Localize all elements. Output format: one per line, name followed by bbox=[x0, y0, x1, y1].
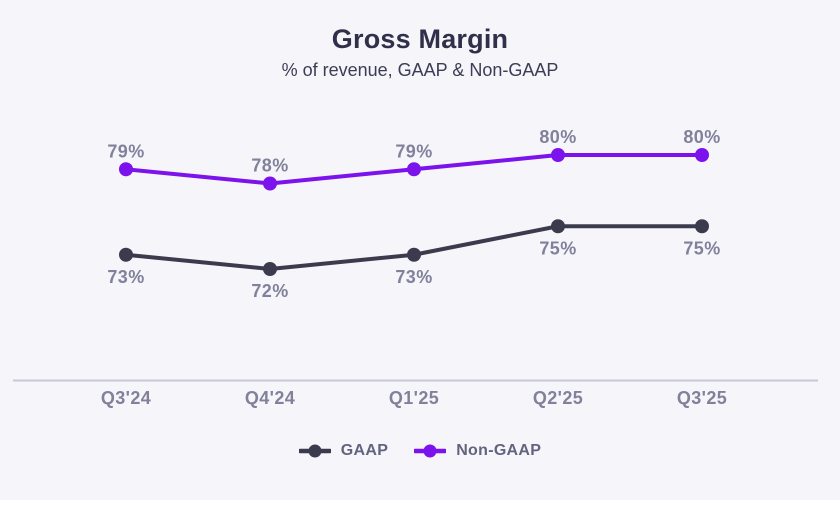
x-axis-label: Q1'25 bbox=[389, 388, 439, 408]
legend-item-non-gaap: Non-GAAP bbox=[414, 442, 541, 460]
x-axis-label: Q2'25 bbox=[533, 388, 583, 408]
data-label-gaap: 73% bbox=[107, 267, 144, 287]
data-label-non-gaap: 79% bbox=[395, 141, 432, 161]
chart-header: Gross Margin % of revenue, GAAP & Non-GA… bbox=[0, 24, 840, 81]
data-label-non-gaap: 78% bbox=[251, 156, 288, 176]
footer-strip bbox=[0, 500, 840, 508]
data-point-gaap bbox=[551, 219, 565, 234]
legend-marker-gaap-icon bbox=[298, 444, 331, 458]
legend-marker-non-gaap-icon bbox=[414, 444, 447, 458]
chart-title: Gross Margin bbox=[331, 24, 509, 54]
data-point-non-gaap bbox=[695, 148, 709, 162]
data-point-non-gaap bbox=[551, 148, 565, 162]
x-axis-label: Q3'24 bbox=[101, 388, 151, 408]
chart-legend: GAAP Non-GAAP bbox=[0, 442, 840, 460]
legend-dot-gaap bbox=[308, 444, 322, 458]
data-label-non-gaap: 80% bbox=[683, 127, 720, 147]
data-point-non-gaap bbox=[119, 162, 133, 177]
data-point-gaap bbox=[695, 219, 709, 234]
data-label-gaap: 73% bbox=[395, 267, 432, 287]
data-label-gaap: 72% bbox=[251, 281, 288, 301]
data-point-non-gaap bbox=[263, 176, 277, 191]
x-axis-label: Q3'25 bbox=[677, 388, 727, 408]
data-label-gaap: 75% bbox=[683, 238, 720, 258]
series-line-gaap bbox=[124, 224, 704, 271]
legend-item-gaap: GAAP bbox=[298, 442, 389, 460]
data-label-non-gaap: 80% bbox=[539, 127, 576, 147]
data-point-gaap bbox=[263, 262, 277, 276]
data-point-gaap bbox=[119, 247, 133, 262]
data-label-non-gaap: 79% bbox=[107, 141, 144, 161]
data-label-gaap: 75% bbox=[539, 238, 576, 258]
legend-label-gaap: GAAP bbox=[340, 442, 389, 459]
data-point-gaap bbox=[407, 247, 421, 262]
chart-subtitle: % of revenue, GAAP & Non-GAAP bbox=[281, 60, 559, 81]
x-axis-label: Q4'24 bbox=[245, 388, 295, 408]
legend-label-non-gaap: Non-GAAP bbox=[456, 442, 542, 459]
data-point-non-gaap bbox=[407, 162, 421, 177]
legend-dot-non-gaap bbox=[423, 444, 437, 458]
